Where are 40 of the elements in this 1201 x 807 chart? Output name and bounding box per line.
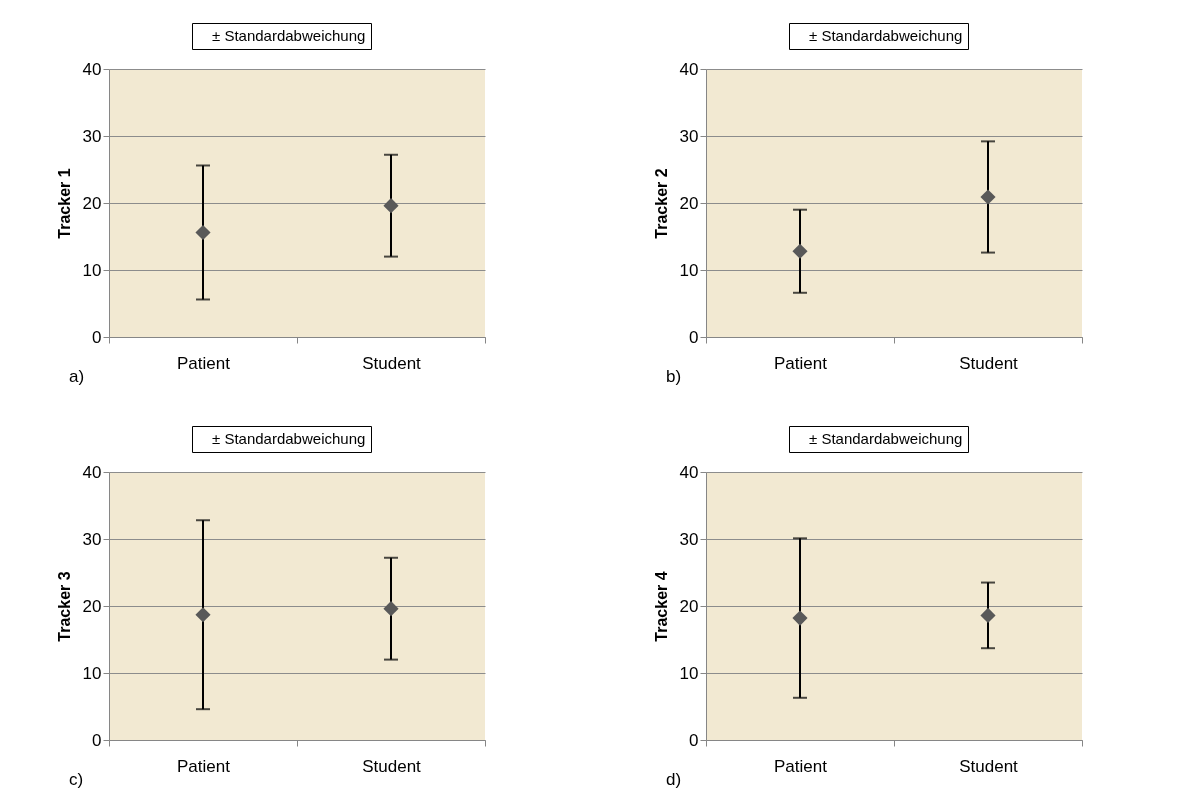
y-axis-title: Tracker 3 [55,571,73,642]
y-tick-label: 0 [92,327,102,347]
y-axis-title: Tracker 2 [652,168,670,239]
text: ± Standardabweichung [212,429,366,447]
x-tick-label: Student [959,353,1019,373]
y-tick-label: 30 [82,529,102,549]
y-tick-label: 10 [82,663,102,683]
y-tick-label: 10 [679,663,699,683]
y-tick-label: 40 [82,462,102,482]
y-tick-label: 10 [679,260,699,280]
y-tick-label: 30 [679,529,699,549]
text: ± Standardabweichung [809,429,963,447]
x-tick-label: Patient [774,756,828,776]
text: ± Standardabweichung [212,26,366,44]
y-tick-label: 20 [82,596,102,616]
y-tick-label: 20 [82,193,102,213]
y-tick-label: 0 [689,327,699,347]
y-tick-label: 0 [689,730,699,750]
y-tick-label: 40 [679,462,699,482]
x-tick-label: Patient [177,353,231,373]
x-tick-label: Student [362,353,422,373]
y-axis-title: Tracker 4 [652,571,670,642]
y-tick-label: 10 [82,260,102,280]
y-tick-label: 40 [679,59,699,79]
text: b) [666,367,682,386]
x-tick-label: Student [959,756,1019,776]
x-tick-label: Patient [177,756,231,776]
y-tick-label: 40 [82,59,102,79]
y-tick-label: 20 [679,193,699,213]
y-tick-label: 20 [679,596,699,616]
text: d) [666,770,682,789]
text: ± Standardabweichung [809,26,963,44]
text: c) [69,770,84,789]
text: a) [69,367,85,386]
y-tick-label: 30 [82,126,102,146]
x-tick-label: Patient [774,353,828,373]
x-tick-label: Student [362,756,422,776]
y-tick-label: 30 [679,126,699,146]
y-tick-label: 0 [92,730,102,750]
y-axis-title: Tracker 1 [55,168,73,239]
